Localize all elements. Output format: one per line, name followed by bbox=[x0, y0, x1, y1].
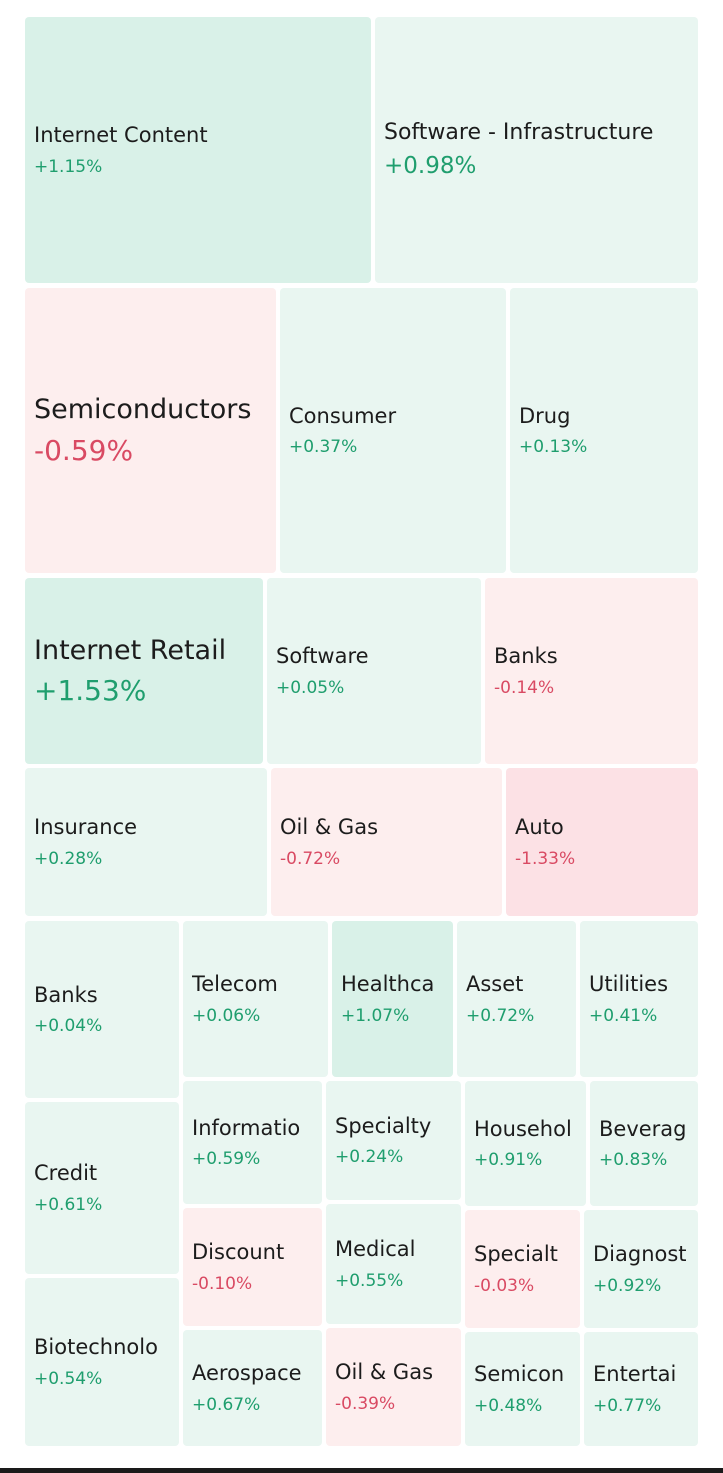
tile-change: +1.07% bbox=[341, 1005, 410, 1026]
tile-name: Specialt bbox=[474, 1242, 558, 1267]
tile-change: +0.37% bbox=[289, 437, 358, 457]
tile-drug[interactable]: Drug +0.13% bbox=[510, 288, 698, 573]
tile-change: +0.28% bbox=[34, 848, 103, 869]
tile-name: Discount bbox=[192, 1240, 285, 1265]
tile-change: -0.03% bbox=[474, 1275, 535, 1296]
tile-semiconductor-equipment[interactable]: Semicon +0.48% bbox=[465, 1332, 580, 1446]
tile-name: Internet Retail bbox=[34, 634, 227, 666]
tile-name: Semiconductors bbox=[34, 394, 252, 426]
tile-change: +0.13% bbox=[519, 437, 588, 457]
tile-name: Oil & Gas bbox=[335, 1360, 434, 1385]
tile-change: +0.41% bbox=[589, 1005, 658, 1026]
tile-change: +0.54% bbox=[34, 1368, 103, 1389]
tile-name: Utilities bbox=[589, 972, 669, 997]
tile-change: +0.05% bbox=[276, 677, 345, 698]
tile-name: Oil & Gas bbox=[280, 815, 379, 840]
tile-change: +0.61% bbox=[34, 1194, 103, 1215]
tile-auto[interactable]: Auto -1.33% bbox=[506, 768, 698, 916]
tile-change: +0.83% bbox=[599, 1150, 668, 1170]
tile-change: +0.55% bbox=[335, 1270, 404, 1291]
tile-name: Credit bbox=[34, 1161, 98, 1186]
tile-telecom[interactable]: Telecom +0.06% bbox=[183, 921, 328, 1077]
tile-name: Insurance bbox=[34, 815, 138, 840]
tile-medical[interactable]: Medical +0.55% bbox=[326, 1204, 461, 1324]
tile-name: Househol bbox=[474, 1116, 572, 1141]
tile-name: Beverag bbox=[599, 1116, 687, 1141]
tile-utilities[interactable]: Utilities +0.41% bbox=[580, 921, 698, 1077]
tile-name: Diagnost bbox=[593, 1242, 687, 1267]
tile-name: Software - Infrastructure bbox=[384, 119, 654, 145]
tile-name: Consumer bbox=[289, 403, 397, 428]
tile-change: -0.72% bbox=[280, 848, 341, 869]
tile-change: -1.33% bbox=[515, 848, 576, 869]
tile-name: Asset bbox=[466, 972, 524, 997]
tile-entertainment[interactable]: Entertai +0.77% bbox=[584, 1332, 698, 1446]
tile-name: Entertai bbox=[593, 1362, 677, 1387]
tile-change: +0.91% bbox=[474, 1150, 543, 1170]
tile-name: Banks bbox=[34, 982, 98, 1007]
tile-internet-retail[interactable]: Internet Retail +1.53% bbox=[25, 578, 263, 764]
tile-change: -0.10% bbox=[192, 1273, 253, 1294]
tile-change: +0.24% bbox=[335, 1147, 404, 1167]
tile-change: +0.48% bbox=[474, 1395, 543, 1416]
tile-household[interactable]: Househol +0.91% bbox=[465, 1081, 586, 1206]
tile-name: Drug bbox=[519, 403, 571, 428]
tile-change: +0.04% bbox=[34, 1016, 103, 1036]
tile-semiconductors[interactable]: Semiconductors -0.59% bbox=[25, 288, 276, 573]
tile-oil-gas-midstream[interactable]: Oil & Gas -0.39% bbox=[326, 1328, 461, 1446]
tile-discount[interactable]: Discount -0.10% bbox=[183, 1208, 322, 1326]
tile-name: Informatio bbox=[192, 1115, 301, 1140]
tile-name: Banks bbox=[494, 644, 558, 669]
tile-name: Biotechnolo bbox=[34, 1335, 158, 1360]
tile-change: +0.59% bbox=[192, 1149, 261, 1169]
tile-change: -0.39% bbox=[335, 1393, 396, 1414]
tile-diagnostics[interactable]: Diagnost +0.92% bbox=[584, 1210, 698, 1328]
tile-consumer[interactable]: Consumer +0.37% bbox=[280, 288, 506, 573]
tile-internet-content[interactable]: Internet Content +1.15% bbox=[25, 17, 371, 283]
tile-information[interactable]: Informatio +0.59% bbox=[183, 1081, 322, 1204]
tile-name: Semicon bbox=[474, 1362, 565, 1387]
tile-change: +1.15% bbox=[34, 156, 103, 177]
tile-change: +0.72% bbox=[466, 1005, 535, 1026]
tile-specialty[interactable]: Specialty +0.24% bbox=[326, 1081, 461, 1200]
tile-biotechnology[interactable]: Biotechnolo +0.54% bbox=[25, 1278, 179, 1446]
tile-change: -0.14% bbox=[494, 677, 555, 698]
tile-name: Specialty bbox=[335, 1113, 432, 1138]
tile-name: Telecom bbox=[192, 972, 278, 997]
tile-banks-regional[interactable]: Banks -0.14% bbox=[485, 578, 698, 764]
tile-change: -0.59% bbox=[34, 433, 134, 467]
tile-name: Auto bbox=[515, 815, 564, 840]
tile-name: Internet Content bbox=[34, 123, 208, 148]
tile-change: +0.98% bbox=[384, 153, 477, 180]
bottom-edge-bar bbox=[0, 1468, 723, 1473]
tile-name: Software bbox=[276, 644, 369, 669]
tile-healthcare[interactable]: Healthca +1.07% bbox=[332, 921, 453, 1077]
tile-name: Aerospace bbox=[192, 1361, 302, 1386]
tile-credit[interactable]: Credit +0.61% bbox=[25, 1102, 179, 1274]
tile-change: +0.77% bbox=[593, 1395, 662, 1416]
tile-specialty-retail[interactable]: Specialt -0.03% bbox=[465, 1210, 580, 1328]
tile-software-infrastructure[interactable]: Software - Infrastructure +0.98% bbox=[375, 17, 698, 283]
tile-change: +0.06% bbox=[192, 1005, 261, 1026]
tile-asset[interactable]: Asset +0.72% bbox=[457, 921, 576, 1077]
tile-change: +0.92% bbox=[593, 1275, 662, 1296]
tile-software[interactable]: Software +0.05% bbox=[267, 578, 481, 764]
tile-name: Healthca bbox=[341, 972, 435, 997]
tile-name: Medical bbox=[335, 1237, 416, 1262]
tile-oil-gas-e-p[interactable]: Oil & Gas -0.72% bbox=[271, 768, 502, 916]
tile-beverages[interactable]: Beverag +0.83% bbox=[590, 1081, 698, 1206]
tile-insurance[interactable]: Insurance +0.28% bbox=[25, 768, 267, 916]
tile-banks-diversified[interactable]: Banks +0.04% bbox=[25, 921, 179, 1098]
tile-change: +1.53% bbox=[34, 674, 147, 708]
tile-change: +0.67% bbox=[192, 1394, 261, 1415]
tile-aerospace[interactable]: Aerospace +0.67% bbox=[183, 1330, 322, 1446]
